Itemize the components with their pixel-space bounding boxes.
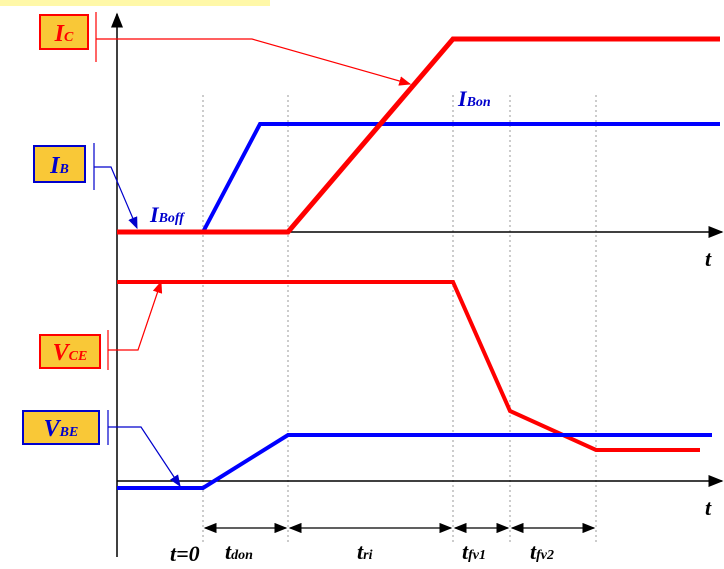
tdon-sub: don — [231, 548, 253, 563]
vbe-waveform — [117, 433, 712, 490]
ib-pointer — [94, 166, 138, 230]
vce-pointer — [108, 280, 163, 351]
tfv1-main: t — [462, 539, 469, 564]
vce-label: VCE — [39, 334, 101, 369]
tfv1-sub: fv1 — [468, 548, 487, 563]
t0-label: t=0 — [170, 543, 200, 565]
tfv1-label: tfv1 — [462, 541, 486, 563]
axes — [111, 12, 724, 557]
ibon-annotation: IBon — [458, 88, 491, 110]
ic-waveform — [117, 36, 720, 235]
ib-waveform — [201, 122, 720, 233]
tri-label: tri — [357, 541, 372, 563]
tdon-label: tdon — [225, 541, 253, 563]
time-marker-lines — [202, 95, 597, 545]
tri-main: t — [357, 539, 364, 564]
tdon-main: t — [225, 539, 232, 564]
tfv2-main: t — [530, 539, 537, 564]
vbe-pointer — [108, 426, 181, 488]
lower-t-text: t — [705, 495, 712, 520]
tfv2-sub: fv2 — [536, 548, 555, 563]
t0-text: t=0 — [170, 541, 200, 566]
vce-waveform — [117, 280, 700, 452]
ic-label-sub: C — [64, 30, 74, 45]
label-pointers — [93, 12, 412, 488]
vce-label-sub: CE — [68, 349, 88, 364]
ic-pointer — [96, 38, 412, 86]
vbe-label-main: V — [43, 416, 60, 442]
header-highlight-strip — [0, 0, 270, 6]
tfv2-label: tfv2 — [530, 541, 554, 563]
ic-label-main: I — [54, 21, 64, 47]
ibon-main: I — [458, 86, 467, 111]
ib-label: IB — [33, 145, 86, 183]
tri-sub: ri — [363, 548, 373, 563]
iboff-main: I — [150, 202, 159, 227]
vbe-label: VBE — [22, 410, 100, 445]
vbe-label-sub: BE — [59, 425, 79, 440]
upper-t-text: t — [705, 246, 712, 271]
lower-axis-t-label: t — [705, 497, 711, 519]
iboff-sub: Boff — [158, 211, 184, 226]
iboff-annotation: IBoff — [150, 204, 184, 226]
ic-label: IC — [39, 14, 89, 50]
vce-label-main: V — [52, 340, 69, 366]
upper-axis-t-label: t — [705, 248, 711, 270]
ib-label-main: I — [50, 153, 60, 179]
ib-label-sub: B — [59, 162, 69, 177]
ibon-sub: Bon — [466, 95, 491, 110]
